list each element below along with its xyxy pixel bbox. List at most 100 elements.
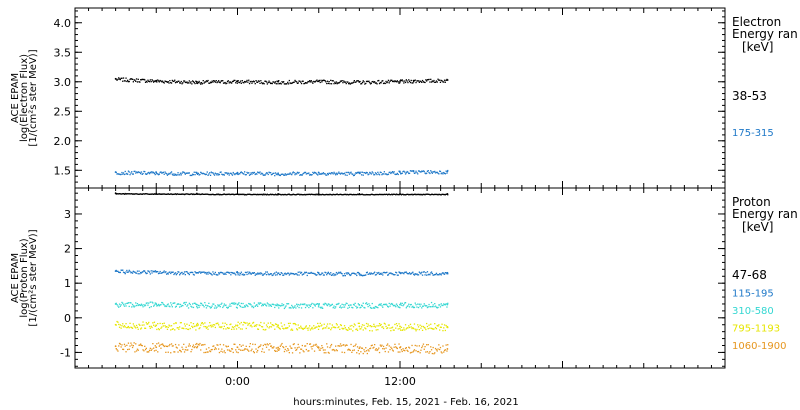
data-point (276, 274, 278, 276)
data-point (178, 80, 180, 82)
data-point (168, 271, 170, 274)
data-point (122, 304, 125, 306)
data-point (222, 351, 224, 353)
data-point (340, 193, 342, 196)
data-point (409, 304, 412, 306)
data-point (127, 302, 129, 304)
data-point (304, 82, 306, 85)
data-point (262, 174, 264, 176)
data-point (184, 349, 186, 351)
data-point (170, 325, 173, 327)
data-point (133, 342, 135, 344)
data-point (163, 322, 165, 324)
data-point (304, 272, 307, 274)
legend-title: Electron (732, 15, 781, 29)
data-point (257, 193, 259, 195)
data-point (263, 174, 265, 176)
data-point (347, 194, 349, 196)
data-point (266, 326, 268, 328)
data-point (309, 272, 311, 274)
data-point (226, 173, 229, 175)
data-point (200, 172, 203, 174)
data-point (386, 327, 388, 330)
x-axis-title: hours:minutes, Feb. 15, 2021 - Feb. 16, … (293, 397, 518, 408)
data-point (413, 81, 415, 83)
data-point (377, 80, 379, 82)
data-point (207, 305, 209, 307)
data-point (427, 306, 429, 308)
data-point (209, 350, 211, 352)
data-point (243, 82, 245, 84)
data-point (122, 302, 124, 304)
data-point (300, 325, 302, 327)
data-point (291, 352, 294, 354)
data-point (166, 328, 169, 330)
data-point (161, 272, 163, 274)
data-point (343, 80, 345, 82)
data-point (398, 194, 400, 196)
series-point (399, 325, 401, 328)
data-point (437, 306, 439, 309)
data-point (445, 193, 447, 195)
data-point (364, 307, 366, 309)
data-point (365, 302, 368, 304)
data-point (287, 272, 290, 274)
data-point (372, 273, 374, 275)
data-point (357, 303, 359, 305)
data-point (253, 272, 255, 274)
data-point (314, 327, 316, 329)
data-point (251, 272, 253, 274)
data-point (341, 80, 343, 82)
data-point (285, 327, 287, 329)
data-point (241, 80, 243, 82)
data-point (190, 271, 192, 274)
data-point (364, 327, 366, 329)
series-point (277, 272, 280, 275)
data-point (405, 347, 407, 349)
data-point (391, 273, 394, 275)
data-point (311, 348, 313, 350)
data-point (397, 306, 399, 308)
data-point (148, 270, 150, 272)
data-point (369, 82, 371, 84)
data-point (209, 82, 211, 84)
data-point (193, 302, 195, 304)
data-point (352, 272, 355, 274)
data-point (319, 349, 321, 351)
data-point (131, 193, 133, 195)
data-point (384, 82, 386, 85)
data-point (120, 173, 122, 176)
series-point (155, 192, 158, 195)
data-point (209, 193, 212, 196)
data-point (413, 349, 416, 351)
data-point (161, 323, 164, 325)
data-point (237, 351, 239, 354)
data-point (419, 352, 421, 354)
data-point (421, 307, 423, 309)
data-point (271, 324, 273, 326)
data-point (371, 193, 373, 195)
data-point (171, 173, 173, 175)
data-point (127, 325, 130, 328)
series-point (399, 171, 401, 173)
data-point (397, 193, 399, 196)
data-point (410, 303, 412, 306)
data-point (205, 304, 207, 306)
data-point (250, 80, 252, 83)
data-point (417, 351, 419, 353)
data-point (279, 82, 281, 84)
data-point (180, 322, 182, 324)
data-point (144, 304, 147, 306)
data-point (246, 348, 248, 350)
data-point (165, 351, 167, 353)
data-point (238, 302, 240, 304)
data-point (265, 346, 268, 348)
data-point (273, 81, 275, 83)
data-point (367, 194, 369, 196)
data-point (256, 194, 258, 196)
data-point (361, 347, 364, 349)
data-point (433, 79, 435, 82)
data-point (178, 174, 180, 176)
data-point (201, 344, 203, 346)
series-point (446, 303, 449, 306)
